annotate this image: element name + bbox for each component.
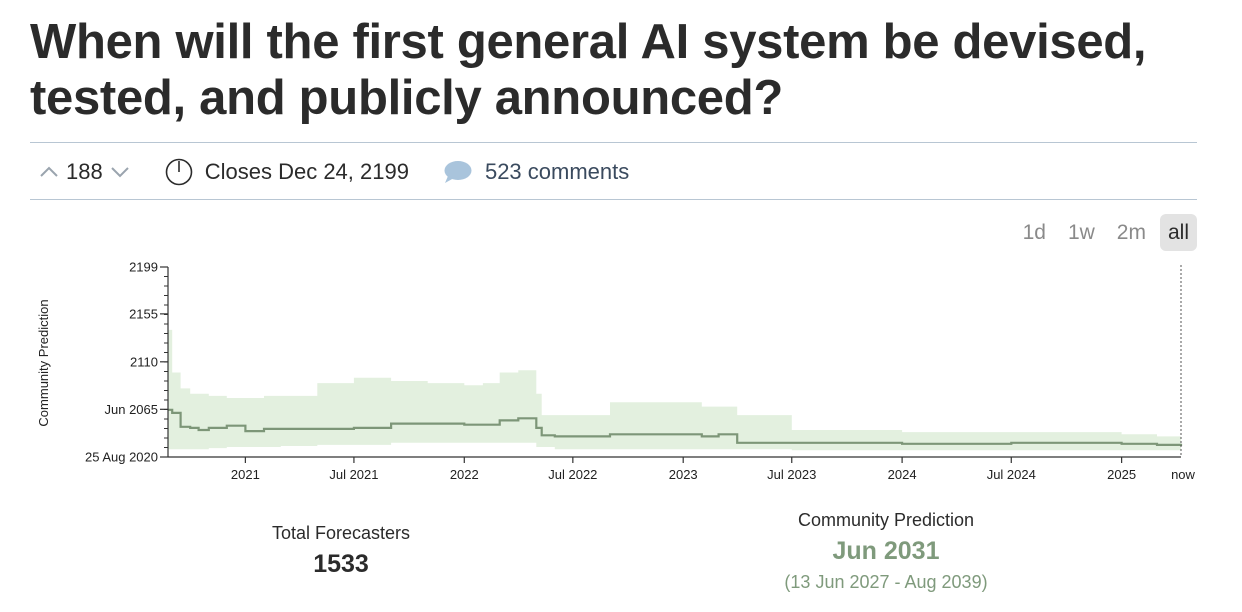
comment-bubble-icon [443, 160, 473, 184]
range-2m-button[interactable]: 2m [1116, 221, 1146, 244]
chevron-down-icon[interactable] [109, 161, 131, 183]
range-1w-button[interactable]: 1w [1067, 221, 1095, 244]
forecasters-label: Total Forecasters [271, 523, 411, 543]
comments-link[interactable]: 523 comments [443, 159, 629, 185]
x-tick-label: now [1171, 467, 1195, 482]
prediction-range: (13 Jun 2027 - Aug 2039) [784, 572, 988, 592]
community-prediction-summary: Community Prediction Jun 2031 (13 Jun 20… [736, 510, 1036, 593]
x-tick-label: Jul 2023 [767, 467, 816, 482]
median-prediction-line [168, 408, 1183, 446]
x-tick-label: 2021 [231, 467, 260, 482]
y-tick-label: 25 Aug 2020 [85, 450, 158, 465]
y-tick-label: 2110 [130, 354, 158, 369]
question-meta-bar: 188 Closes Dec 24, 2199 523 comments [30, 145, 1197, 199]
title-divider [30, 142, 1197, 143]
x-tick-label: Jul 2021 [329, 467, 378, 482]
prediction-interval-band [168, 329, 1181, 451]
forecasters-value: 1533 [313, 550, 369, 578]
close-date: Closes Dec 24, 2199 [165, 158, 409, 186]
x-tick-label: 2024 [888, 467, 917, 482]
x-tick-label: 2023 [669, 467, 698, 482]
x-tick-label: Jul 2024 [987, 467, 1036, 482]
meta-divider [30, 199, 1197, 200]
community-prediction-chart: 25 Aug 2020 Jun 2065 2110 2155 2199 2021 Jul 2… [36, 260, 1196, 483]
y-axis-label: Community Prediction [36, 299, 51, 426]
comments-count: 523 comments [484, 159, 630, 184]
range-all-button[interactable]: all [1159, 214, 1197, 251]
clock-icon [165, 158, 193, 186]
chevron-up-icon[interactable] [38, 161, 60, 183]
time-range-selector: 1d 1w 2m all [1015, 214, 1197, 251]
x-tick-label: 2022 [450, 467, 479, 482]
y-tick-label: 2155 [129, 306, 158, 321]
prediction-value: Jun 2031 [832, 537, 940, 565]
close-date-label: Closes Dec 24, 2199 [204, 159, 409, 184]
total-forecasters: Total Forecasters 1533 [241, 523, 441, 579]
y-tick-label: 2199 [129, 260, 158, 275]
x-tick-label: Jul 2022 [548, 467, 597, 482]
prediction-label: Community Prediction [797, 510, 975, 530]
question-title: When will the first general AI system be… [30, 15, 1147, 125]
y-tick-label: Jun 2065 [105, 402, 159, 417]
x-tick-label: 2025 [1107, 467, 1136, 482]
vote-count: 188 [66, 159, 103, 184]
range-1d-button[interactable]: 1d [1022, 221, 1046, 244]
vote-control: 188 [38, 159, 131, 185]
